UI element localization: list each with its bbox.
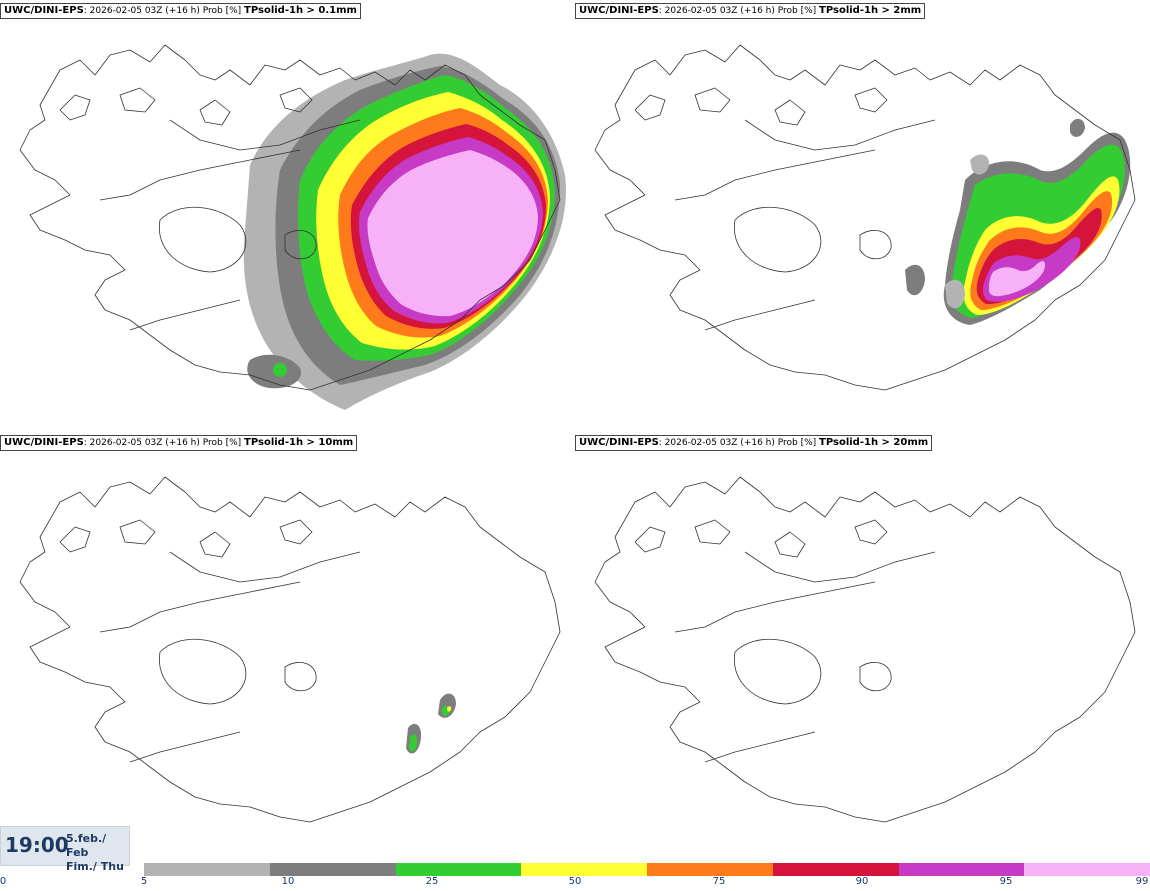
iceland-coastline [19, 44, 561, 391]
colorbar-tick-label: 99 [1135, 876, 1149, 887]
run-info: : 2026-02-05 03Z (+16 h) Prob [%] [83, 438, 245, 448]
valid-date: 5.feb./ Feb Fim./ Thu [66, 832, 129, 874]
parameter-label: TPsolid-1h > 10mm [244, 437, 354, 448]
map-canvas [19, 44, 566, 410]
colorbar-tick-label: 50 [568, 876, 582, 887]
probability-field [243, 53, 566, 410]
parameter-label: TPsolid-1h > 2mm [819, 5, 922, 16]
colorbar-tick-label: 90 [855, 876, 869, 887]
colorbar-segment [1024, 863, 1150, 876]
run-info: : 2026-02-05 03Z (+16 h) Prob [%] [83, 6, 245, 16]
model-name: UWC/DINI-EPS [579, 437, 659, 448]
map-panel-3: UWC/DINI-EPS: 2026-02-05 03Z (+16 h) Pro… [0, 432, 570, 858]
panel-title: UWC/DINI-EPS: 2026-02-05 03Z (+16 h) Pro… [575, 435, 933, 451]
iceland-coastline [594, 476, 1136, 823]
colorbar-segment [647, 863, 773, 876]
colorbar-tick-label: 75 [712, 876, 726, 887]
model-name: UWC/DINI-EPS [4, 437, 84, 448]
map-canvas [594, 44, 1136, 391]
run-info: : 2026-02-05 03Z (+16 h) Prob [%] [658, 6, 820, 16]
model-name: UWC/DINI-EPS [579, 5, 659, 16]
panel-title: UWC/DINI-EPS: 2026-02-05 03Z (+16 h) Pro… [575, 3, 926, 19]
date-line-2: Fim./ Thu [66, 860, 124, 873]
iceland-coastline [19, 476, 561, 823]
map-panel-1: UWC/DINI-EPS: 2026-02-05 03Z (+16 h) Pro… [0, 0, 570, 426]
colorbar-tick-label: 10 [281, 876, 295, 887]
map-panel-2: UWC/DINI-EPS: 2026-02-05 03Z (+16 h) Pro… [575, 0, 1145, 426]
colorbar-segment [521, 863, 647, 876]
panel-title: UWC/DINI-EPS: 2026-02-05 03Z (+16 h) Pro… [0, 435, 358, 451]
date-line-1: 5.feb./ Feb [66, 832, 107, 859]
parameter-label: TPsolid-1h > 0.1mm [244, 5, 357, 16]
probability-field [406, 693, 456, 754]
valid-time: 19:00 [5, 833, 69, 857]
valid-time-box: 19:00 5.feb./ Feb Fim./ Thu [0, 826, 130, 873]
colorbar-tick-label: 0 [0, 876, 7, 887]
probability-colorbar [144, 863, 1150, 876]
colorbar-tick-label: 5 [140, 876, 148, 887]
iceland-coastline [594, 44, 1136, 391]
colorbar-ticks: 0 5 10 25 50 75 90 95 99 [0, 876, 1150, 890]
map-canvas [19, 476, 561, 823]
colorbar-segment [898, 863, 1025, 876]
colorbar-segment [772, 863, 899, 876]
run-info: : 2026-02-05 03Z (+16 h) Prob [%] [658, 438, 820, 448]
probability-field [905, 118, 1131, 325]
colorbar-tick-label: 25 [425, 876, 439, 887]
colorbar-tick-label: 95 [999, 876, 1013, 887]
model-name: UWC/DINI-EPS [4, 5, 84, 16]
panel-title: UWC/DINI-EPS: 2026-02-05 03Z (+16 h) Pro… [0, 3, 361, 19]
parameter-label: TPsolid-1h > 20mm [819, 437, 929, 448]
colorbar-segment [144, 863, 270, 876]
map-panel-4: UWC/DINI-EPS: 2026-02-05 03Z (+16 h) Pro… [575, 432, 1145, 858]
colorbar-segment [269, 863, 396, 876]
colorbar-segment [395, 863, 522, 876]
map-canvas [594, 476, 1136, 823]
